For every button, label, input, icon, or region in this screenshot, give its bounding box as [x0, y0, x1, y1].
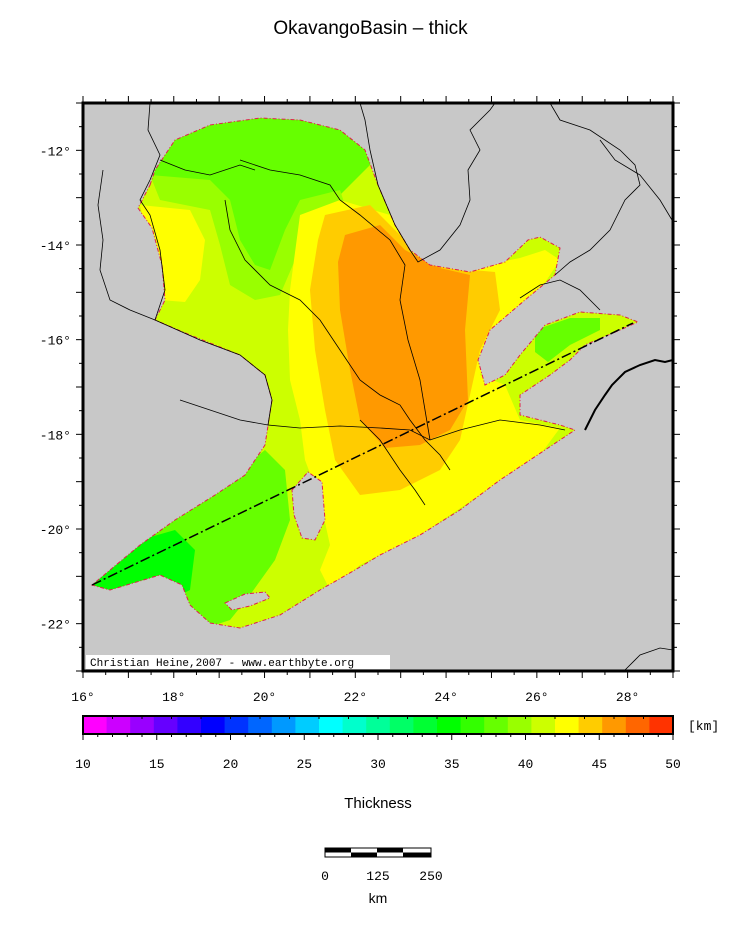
- lon-tick-label: 24°: [434, 690, 457, 705]
- colorbar-cell: [153, 716, 178, 734]
- colorbar-tick-label: 40: [518, 757, 534, 772]
- colorbar-cell: [649, 716, 674, 734]
- map-panel: Christian Heine,2007 - www.earthbyte.org…: [40, 96, 680, 705]
- border-drc: [549, 103, 641, 276]
- colorbar-cell: [531, 716, 556, 734]
- colorbar-tick-label: 30: [370, 757, 386, 772]
- colorbar-tick-labels: 10 15 20 25 30 35 40 45 50: [75, 757, 681, 772]
- colorbar: 10 15 20 25 30 35 40 45 50 [km] Thickness: [75, 715, 719, 812]
- island-south: [224, 591, 271, 611]
- zone-green-ne: [535, 318, 600, 362]
- scale-bar: 0 125 250 km: [321, 847, 443, 906]
- colorbar-tick-label: 45: [591, 757, 607, 772]
- colorbar-cell: [106, 716, 131, 734]
- zone-orange-core: [338, 225, 470, 448]
- lat-tick-label: -18°: [40, 428, 71, 443]
- colorbar-cell: [437, 716, 462, 734]
- lake-kariba: [584, 358, 673, 431]
- colorbar-cell: [83, 716, 108, 734]
- colorbar-tick-label: 25: [296, 757, 312, 772]
- colorbar-tick-label: 50: [665, 757, 681, 772]
- colorbar-cell: [295, 716, 320, 734]
- border-zambia: [359, 103, 496, 263]
- colorbar-cells: [83, 716, 674, 734]
- zone-green-north-light: [150, 175, 345, 300]
- border-angola-west: [97, 103, 166, 321]
- border-southeast: [624, 647, 673, 671]
- colorbar-cell: [602, 716, 627, 734]
- colorbar-cell: [248, 716, 273, 734]
- borders-rivers: [97, 103, 673, 671]
- lat-tick-label: -16°: [40, 334, 71, 349]
- colorbar-cell: [484, 716, 509, 734]
- colorbar-cell: [177, 716, 202, 734]
- lon-tick-label: 22°: [344, 690, 367, 705]
- island-central: [291, 471, 326, 541]
- colorbar-tick-label: 10: [75, 757, 91, 772]
- scale-unit: km: [369, 890, 388, 906]
- zone-green-north: [140, 118, 380, 290]
- colorbar-cell: [224, 716, 249, 734]
- colorbar-cell: [625, 716, 650, 734]
- colorbar-tick-label: 20: [223, 757, 239, 772]
- border-east: [599, 139, 673, 221]
- lon-tick-label: 20°: [253, 690, 276, 705]
- lon-tick-label: 18°: [162, 690, 185, 705]
- river-cuito: [224, 199, 451, 471]
- colorbar-cell: [413, 716, 438, 734]
- lat-tick-label: -12°: [40, 144, 71, 159]
- colorbar-cell: [555, 716, 580, 734]
- map-title: OkavangoBasin – thick: [273, 18, 468, 39]
- colorbar-cell: [271, 716, 296, 734]
- axis-ticks: [76, 96, 680, 678]
- lat-tick-label: -22°: [40, 618, 71, 633]
- colorbar-tick-label: 15: [149, 757, 165, 772]
- profile-line: [91, 322, 634, 586]
- colorbar-title: Thickness: [344, 795, 412, 812]
- scale-tick-2: 250: [419, 869, 442, 884]
- border-zambia-zim: [519, 279, 601, 311]
- axis-tick-labels: 16° 18° 20° 22° 24° 26° 28° -12° -14° -16° -18° -20…: [40, 144, 640, 705]
- colorbar-cell: [130, 716, 155, 734]
- colorbar-unit: [km]: [688, 719, 719, 734]
- colorbar-cell: [578, 716, 603, 734]
- lat-tick-label: -20°: [40, 523, 71, 538]
- river-okavango: [359, 419, 426, 506]
- border-botswana-south: [179, 399, 269, 426]
- lat-tick-label: -14°: [40, 239, 71, 254]
- river-cubango: [239, 159, 431, 441]
- lon-tick-label: 28°: [616, 690, 639, 705]
- scale-tick-0: 0: [321, 869, 329, 884]
- lon-tick-label: 16°: [71, 690, 94, 705]
- colorbar-cell: [366, 716, 391, 734]
- border-angola-namibia: [154, 319, 566, 441]
- colorbar-cell: [201, 716, 226, 734]
- river-zambezi: [159, 159, 256, 176]
- colorbar-cell: [319, 716, 344, 734]
- colorbar-cell: [507, 716, 532, 734]
- colorbar-tick-label: 35: [444, 757, 460, 772]
- basin-outline: [90, 117, 640, 629]
- lon-tick-label: 26°: [525, 690, 548, 705]
- colorbar-cell: [389, 716, 414, 734]
- colorbar-cell: [342, 716, 367, 734]
- credit-box: [86, 655, 390, 669]
- colorbar-ticks: [82, 716, 674, 740]
- credit-text: Christian Heine,2007 - www.earthbyte.org: [90, 658, 354, 670]
- colorbar-cell: [460, 716, 485, 734]
- scale-tick-1: 125: [366, 869, 389, 884]
